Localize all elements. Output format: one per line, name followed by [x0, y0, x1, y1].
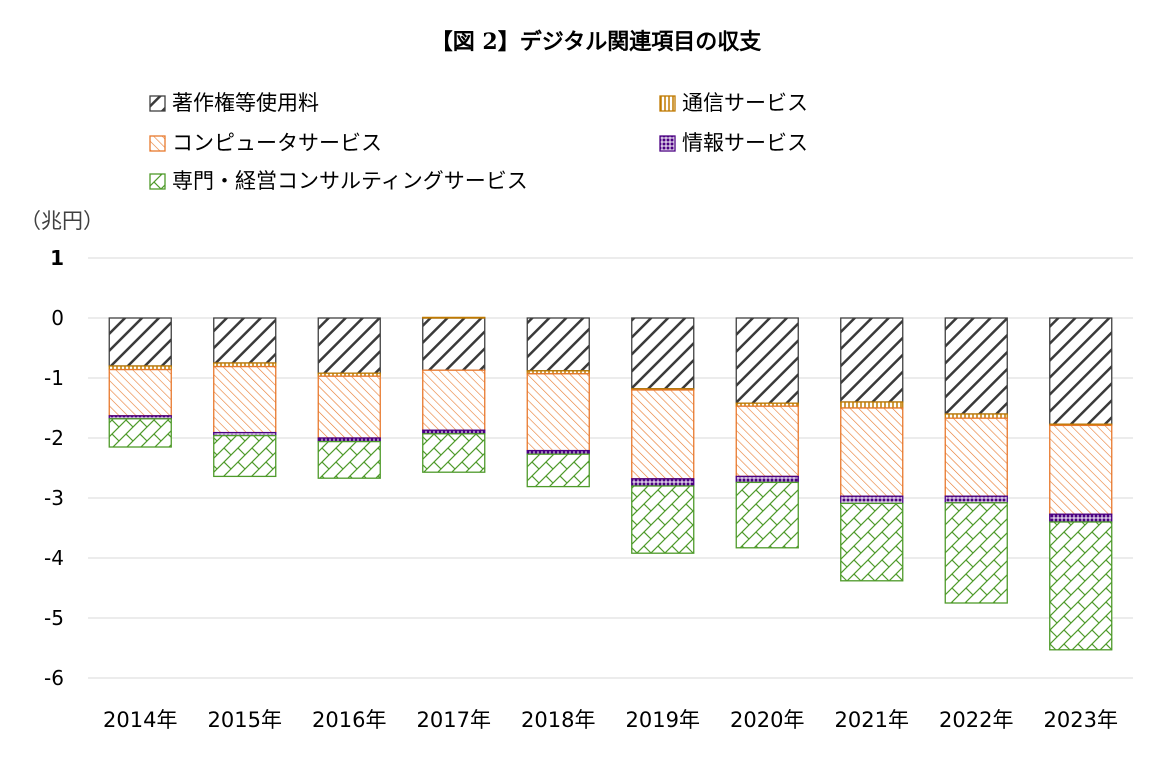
x-tick-label: 2022年 [939, 708, 1013, 732]
bar-2020--series-0 [735, 317, 799, 404]
y-tick-label: -3 [44, 486, 64, 510]
y-tick-label: -2 [44, 426, 64, 450]
bar-2018--series-0 [526, 317, 590, 372]
x-tick-label: 2023年 [1044, 708, 1118, 732]
bar-2021--series-3 [840, 495, 904, 505]
y-tick-label: 1 [50, 246, 64, 270]
bar-2021--series-4 [840, 502, 904, 582]
bar-2015--series-0 [213, 317, 277, 364]
y-tick-label: -6 [44, 666, 64, 690]
bar-2022--series-4 [944, 502, 1008, 604]
legend-swatch-4 [149, 173, 166, 190]
x-tick-label: 2018年 [521, 708, 595, 732]
x-tick-label: 2017年 [417, 708, 491, 732]
bar-2019--series-3 [631, 478, 695, 487]
legend-label-0: 著作権等使用料 [172, 91, 319, 115]
bar-2021--series-2 [840, 407, 904, 497]
x-tick-label: 2019年 [626, 708, 700, 732]
y-axis-label: （兆円） [20, 209, 104, 233]
bar-2023--series-3 [1049, 513, 1113, 523]
bar-2019--series-0 [631, 317, 695, 390]
chart-title: 【図 2】デジタル関連項目の収支 [431, 29, 763, 55]
legend-swatch-1 [659, 95, 676, 112]
bar-2021--series-1 [840, 401, 904, 409]
bar-2022--series-2 [944, 417, 1008, 497]
y-tick-label: -1 [44, 366, 64, 390]
bar-2022--series-3 [944, 495, 1008, 504]
legend-swatch-2 [149, 135, 166, 152]
legend-swatch-3 [659, 135, 676, 152]
x-tick-label: 2016年 [312, 708, 386, 732]
bar-2014--series-2 [108, 368, 172, 417]
y-tick-label: -5 [44, 606, 64, 630]
bar-2023--series-4 [1049, 521, 1113, 651]
x-tick-label: 2020年 [730, 708, 804, 732]
bar-2015--series-2 [213, 365, 277, 434]
bar-2023--series-2 [1049, 424, 1113, 515]
bar-2019--series-2 [631, 389, 695, 480]
y-tick-label: -4 [44, 546, 64, 570]
legend-label-1: 通信サービス [682, 91, 808, 115]
bar-2022--series-0 [944, 317, 1008, 415]
bar-2015--series-4 [213, 434, 277, 478]
bar-2017--series-0 [422, 317, 486, 371]
bar-2019--series-4 [631, 485, 695, 554]
legend-label-2: コンピュータサービス [172, 131, 382, 155]
bar-2020--series-2 [735, 405, 799, 478]
legend-label-4: 専門・経営コンサルティングサービス [172, 169, 528, 193]
bar-2016--series-0 [317, 317, 381, 374]
bar-2020--series-4 [735, 481, 799, 549]
bar-2016--series-4 [317, 440, 381, 479]
bar-2023--series-0 [1049, 317, 1113, 425]
legend-swatch-0 [149, 95, 166, 112]
x-tick-label: 2014年 [103, 708, 177, 732]
legend-label-3: 情報サービス [682, 131, 808, 155]
bar-2016--series-2 [317, 375, 381, 439]
bar-2018--series-2 [526, 373, 590, 452]
x-tick-labels: 2014年 2015年 2016年 2017年 2018年 2019年 2020年 2021年… [103, 708, 1118, 732]
y-tick-label: 0 [51, 306, 64, 330]
x-tick-label: 2021年 [835, 708, 909, 732]
bar-2017--series-1 [422, 316, 486, 319]
bar-2018--series-4 [526, 453, 590, 488]
bar-2014--series-0 [108, 317, 172, 367]
bar-2017--series-4 [422, 433, 486, 473]
bar-2020--series-3 [735, 475, 799, 484]
bar-2017--series-2 [422, 369, 486, 431]
x-tick-label: 2015年 [208, 708, 282, 732]
bar-2014--series-4 [108, 418, 172, 448]
bar-2021--series-0 [840, 317, 904, 403]
bars [108, 316, 1113, 651]
y-tick-labels: 1 0 -1 -2 -3 -4 -5 -6 [44, 246, 64, 690]
